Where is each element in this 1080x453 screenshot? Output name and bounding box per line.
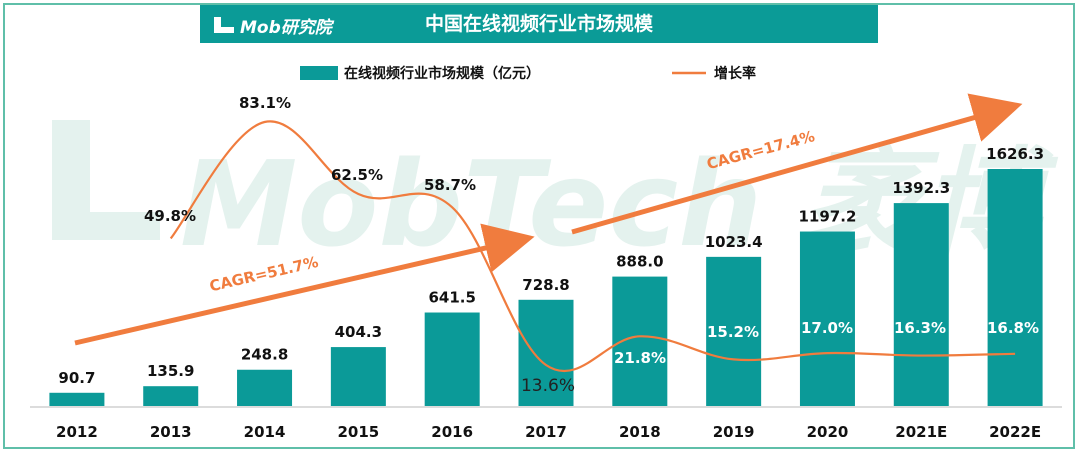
bar-2014 [237,369,293,406]
growth-rate-label: 17.0% [801,319,853,337]
growth-rate-label: 21.8% [614,349,666,367]
bar-2017 [518,299,574,406]
x-tick-label: 2017 [525,423,567,441]
bar-2015 [330,347,386,406]
x-tick-label: 2014 [244,423,286,441]
bar-value-label: 1023.4 [705,233,763,251]
bar-value-label: 1392.3 [892,179,950,197]
growth-rate-label: 58.7% [424,176,476,194]
growth-rate-label: 62.5% [331,166,383,184]
x-tick-label: 2015 [337,423,379,441]
x-tick-label: 2022E [989,423,1041,441]
growth-rate-label: 13.6% [521,376,575,396]
growth-rate-label: 16.3% [894,319,946,337]
bar-2020 [799,231,855,406]
legend-swatch-bar [300,66,338,80]
growth-rate-label: 49.8% [144,207,196,225]
bar-value-label: 1197.2 [799,208,857,226]
bar-value-label: 90.7 [58,369,95,387]
x-tick-label: 2020 [807,423,849,441]
growth-rate-line [169,120,1016,373]
bar-2019 [706,256,762,406]
bar-2016 [424,312,480,406]
bar-2012 [49,392,105,406]
logo-icon [214,17,234,33]
bar-value-label: 248.8 [241,346,288,364]
bar-value-label: 728.8 [522,276,569,294]
legend-label-bar: 在线视频行业市场规模（亿元） [344,65,540,82]
bar-value-label: 404.3 [335,323,382,341]
x-tick-label: 2021E [895,423,947,441]
bar-2013 [143,386,199,406]
x-tick-label: 2012 [56,423,98,441]
cagr-arrow [571,93,1023,235]
chart-title: 中国在线视频行业市场规模 [424,13,653,35]
bar-value-label: 135.9 [147,362,194,380]
growth-rate-label: 15.2% [707,323,759,341]
x-tick-label: 2016 [431,423,473,441]
bar-2021E [893,203,949,406]
legend-label-line: 增长率 [714,65,756,82]
x-tick-label: 2013 [150,423,192,441]
x-tick-label: 2018 [619,423,661,441]
bar-value-label: 1626.3 [986,145,1044,163]
bar-value-label: 888.0 [616,253,663,271]
bar-value-label: 641.5 [428,289,475,307]
logo-text: Mob研究院 [240,18,332,38]
bar-2022E [987,169,1043,406]
growth-rate-label: 83.1% [239,94,291,112]
growth-rate-label: 16.8% [987,319,1039,337]
logo: Mob研究院 [200,5,360,43]
cagr-arrow [74,223,535,346]
x-tick-label: 2019 [713,423,755,441]
